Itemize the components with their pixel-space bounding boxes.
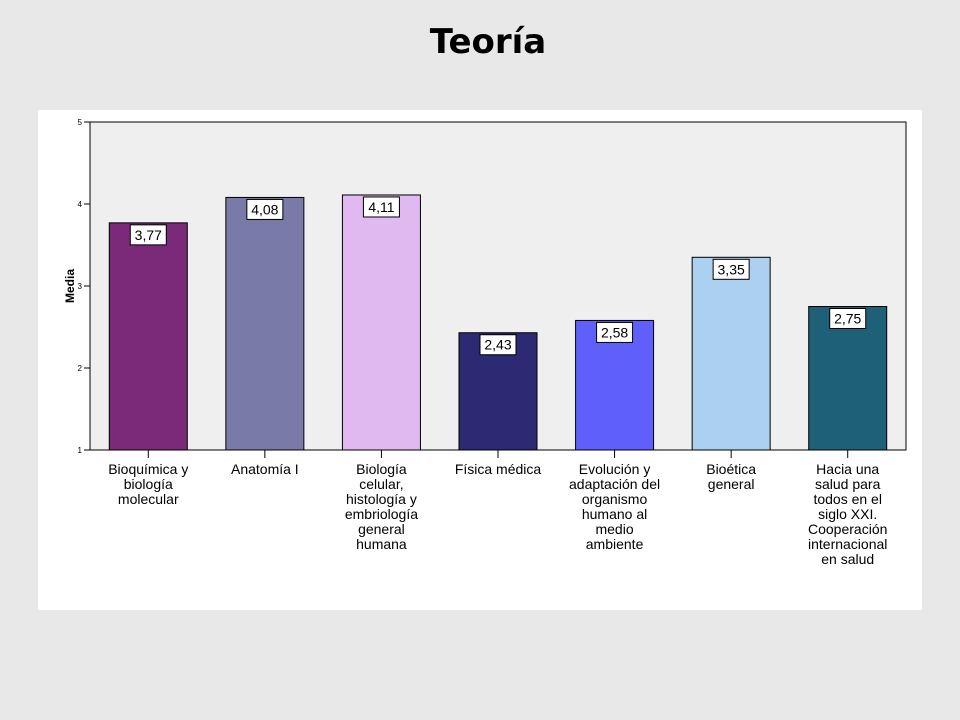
x-tick-label-line: molecular bbox=[117, 491, 179, 507]
x-tick-label-line: internacional bbox=[808, 536, 888, 552]
y-tick-label: 4 bbox=[78, 200, 83, 209]
x-tick-label: Bioquímica y biología molecular bbox=[93, 462, 203, 507]
x-tick-label: Bioética general bbox=[676, 462, 786, 492]
y-tick-label: 2 bbox=[78, 364, 83, 373]
data-label: 2,58 bbox=[601, 324, 628, 340]
x-tick-label-line: biología bbox=[123, 476, 173, 492]
data-label-box bbox=[479, 334, 517, 356]
data-label: 2,75 bbox=[834, 311, 861, 327]
data-label-box bbox=[712, 258, 750, 280]
x-tick-label-line: Anatomía I bbox=[230, 461, 299, 477]
x-tick-label-line: Biología bbox=[356, 461, 407, 477]
x-tick-label-line: Física médica bbox=[454, 461, 542, 477]
chart-panel: 1 2 3 4 5 Media 3,77 4,08 4,11 2,43 2,58 3,35 2,75 B… bbox=[38, 110, 922, 610]
x-tick-label-line: embriología bbox=[344, 506, 418, 522]
y-tick-label: 3 bbox=[78, 282, 83, 291]
data-label-box bbox=[829, 308, 867, 329]
x-tick-label-line: medio bbox=[595, 521, 634, 537]
plot-frame bbox=[89, 121, 907, 451]
x-tick-label: Física médica bbox=[443, 462, 553, 477]
x-tick-label: Hacia una salud para todos en el siglo XXI.… bbox=[793, 462, 903, 567]
x-tick-label-line: salud para bbox=[815, 476, 881, 492]
x-tick-label-line: humana bbox=[356, 536, 407, 552]
bar bbox=[108, 222, 188, 451]
bar-chart: 1 2 3 4 5 Media 3,77 4,08 4,11 2,43 2,58 3,35 2,75 bbox=[63, 118, 907, 458]
x-tick-label-line: Evolución y bbox=[578, 461, 651, 477]
x-tick-label-line: todos en el bbox=[813, 491, 882, 507]
data-label: 2,43 bbox=[484, 337, 511, 353]
x-tick-label-line: en salud bbox=[821, 551, 875, 567]
data-label: 3,35 bbox=[718, 261, 745, 277]
x-tick-label-line: siglo XXI. bbox=[818, 506, 878, 522]
x-tick-label-line: Bioética bbox=[706, 461, 757, 477]
x-tick-label-line: organismo bbox=[581, 491, 648, 507]
x-tick-label-line: ambiente bbox=[585, 536, 644, 552]
slide-title: Teoría bbox=[429, 22, 547, 62]
y-axis-label: Media bbox=[63, 269, 77, 303]
data-label-box bbox=[246, 198, 284, 220]
y-tick-label: 1 bbox=[78, 446, 83, 455]
data-label-box bbox=[129, 224, 167, 246]
data-label: 4,11 bbox=[368, 199, 394, 215]
x-tick-label-line: histología y bbox=[346, 491, 417, 507]
bar bbox=[225, 196, 305, 451]
data-label: 4,08 bbox=[251, 201, 278, 217]
x-tick-label-line: celular, bbox=[359, 476, 404, 492]
data-label-box bbox=[362, 196, 400, 218]
bar bbox=[341, 194, 421, 451]
x-tick-label-line: humano al bbox=[581, 506, 648, 522]
x-tick-label: Anatomía I bbox=[210, 462, 320, 477]
data-label: 3,77 bbox=[135, 227, 162, 243]
bar bbox=[691, 256, 771, 451]
x-tick-label-line: Hacia una bbox=[816, 461, 880, 477]
data-label-box bbox=[596, 321, 634, 343]
y-tick-label: 5 bbox=[78, 118, 83, 127]
x-tick-label-line: Bioquímica y bbox=[108, 461, 189, 477]
x-tick-label-line: Cooperación bbox=[808, 521, 888, 537]
x-tick-label-line: adaptación del bbox=[569, 476, 661, 492]
x-tick-label: Biología celular, histología y embriología g… bbox=[326, 462, 436, 552]
x-tick-label: Evolución y adaptación del organismo humano… bbox=[560, 462, 670, 552]
x-tick-label-line: general bbox=[358, 521, 405, 537]
x-tick-label-line: general bbox=[707, 476, 755, 492]
